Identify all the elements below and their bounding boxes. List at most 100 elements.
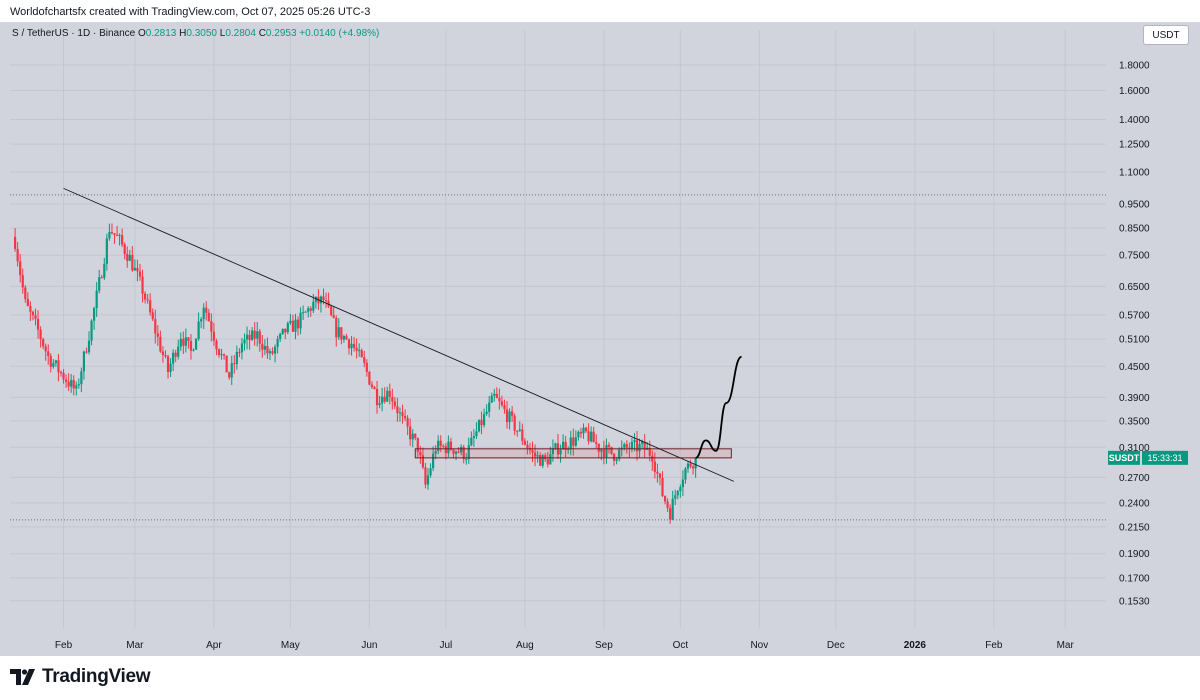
candle-body	[136, 267, 139, 272]
candle-body	[146, 299, 149, 301]
candle-body	[80, 371, 83, 385]
x-tick-label: Dec	[827, 640, 845, 651]
candle-body	[177, 346, 180, 357]
candle-body	[223, 354, 226, 356]
candle-body	[630, 441, 634, 449]
y-tick-label: 0.3500	[1119, 416, 1150, 427]
candle-body	[26, 298, 29, 306]
candle-body	[42, 339, 45, 347]
candle-body	[442, 445, 445, 447]
candle-body	[597, 443, 600, 452]
candle-body	[128, 254, 131, 261]
candle-body	[523, 440, 526, 445]
candle-body	[105, 238, 108, 264]
candle-body	[235, 351, 238, 365]
candle-body	[559, 449, 562, 455]
candle-body	[358, 350, 361, 352]
candle-body	[296, 319, 300, 329]
candle-body	[472, 436, 475, 439]
candle-body	[258, 331, 261, 344]
candle-body	[401, 412, 404, 417]
candle-body	[671, 498, 674, 520]
candle-body	[416, 437, 419, 452]
low-value: 0.2804	[225, 28, 256, 39]
candle-body	[549, 454, 552, 465]
y-tick-label: 1.8000	[1119, 60, 1150, 71]
y-tick-label: 0.1700	[1119, 573, 1150, 584]
candle-body	[212, 331, 216, 341]
candle-body	[498, 397, 501, 402]
low-label: L	[219, 28, 226, 39]
candle-body	[669, 508, 672, 520]
candle-body	[648, 447, 651, 456]
candle-body	[47, 351, 50, 356]
candle-body	[342, 336, 345, 340]
candle-body	[564, 441, 567, 450]
candle-body	[482, 413, 486, 426]
candle-body	[641, 441, 644, 445]
y-tick-label: 0.1530	[1119, 596, 1150, 607]
y-tick-label: 0.2150	[1119, 522, 1150, 533]
candle-body	[429, 468, 432, 476]
candle-body	[304, 311, 307, 313]
y-tick-label: 0.5100	[1119, 335, 1150, 346]
y-tick-label: 0.8500	[1119, 224, 1150, 235]
candle-body	[286, 323, 289, 333]
candle-body	[426, 475, 430, 485]
candle-body	[539, 455, 542, 466]
candle-body	[149, 300, 152, 313]
x-tick-label: Jun	[361, 640, 377, 651]
last-price-symbol: SUSDT	[1109, 453, 1140, 463]
candle-body	[220, 354, 223, 356]
candle-body	[663, 496, 667, 502]
candle-body	[651, 455, 654, 462]
candle-body	[248, 334, 251, 341]
candle-body	[592, 431, 595, 443]
candle-body	[421, 455, 425, 468]
candle-body	[686, 463, 690, 469]
x-tick-label: Apr	[206, 640, 222, 651]
x-tick-label: Feb	[55, 640, 73, 651]
y-tick-label: 0.7500	[1119, 251, 1150, 262]
candle-body	[546, 459, 549, 465]
candle-body	[24, 287, 27, 299]
candle-body	[360, 350, 363, 358]
candle-body	[251, 330, 254, 341]
candle-body	[72, 380, 75, 389]
candle-body	[266, 345, 269, 354]
candle-body	[398, 412, 402, 414]
candle-body	[694, 457, 697, 469]
tradingview-logo[interactable]: TradingView	[10, 666, 151, 688]
candle-body	[314, 296, 317, 302]
candle-body	[373, 387, 376, 390]
candle-body	[330, 306, 333, 316]
x-tick-label: May	[281, 640, 300, 651]
candle-body	[424, 467, 427, 485]
candle-body	[279, 333, 282, 339]
candle-body	[447, 441, 450, 454]
candle-body	[291, 320, 295, 332]
candle-body	[681, 479, 684, 488]
candle-body	[521, 429, 524, 441]
candle-body	[386, 390, 389, 402]
candle-body	[289, 320, 292, 324]
candle-body	[378, 403, 381, 406]
candle-body	[110, 232, 114, 234]
candle-body	[141, 276, 144, 294]
candle-body	[194, 338, 198, 350]
candle-body	[100, 277, 103, 279]
candle-body	[625, 444, 628, 448]
candle-body	[381, 396, 384, 404]
candle-body	[584, 427, 588, 432]
candle-body	[184, 337, 187, 346]
candle-body	[225, 355, 228, 373]
candle-body	[633, 440, 636, 442]
candle-body	[87, 340, 91, 353]
candle-body	[13, 236, 17, 249]
candle-body	[337, 327, 340, 338]
candle-body	[281, 328, 284, 334]
candle-body	[574, 437, 577, 446]
currency-button[interactable]: USDT	[1143, 25, 1189, 45]
candle-body	[485, 411, 488, 414]
